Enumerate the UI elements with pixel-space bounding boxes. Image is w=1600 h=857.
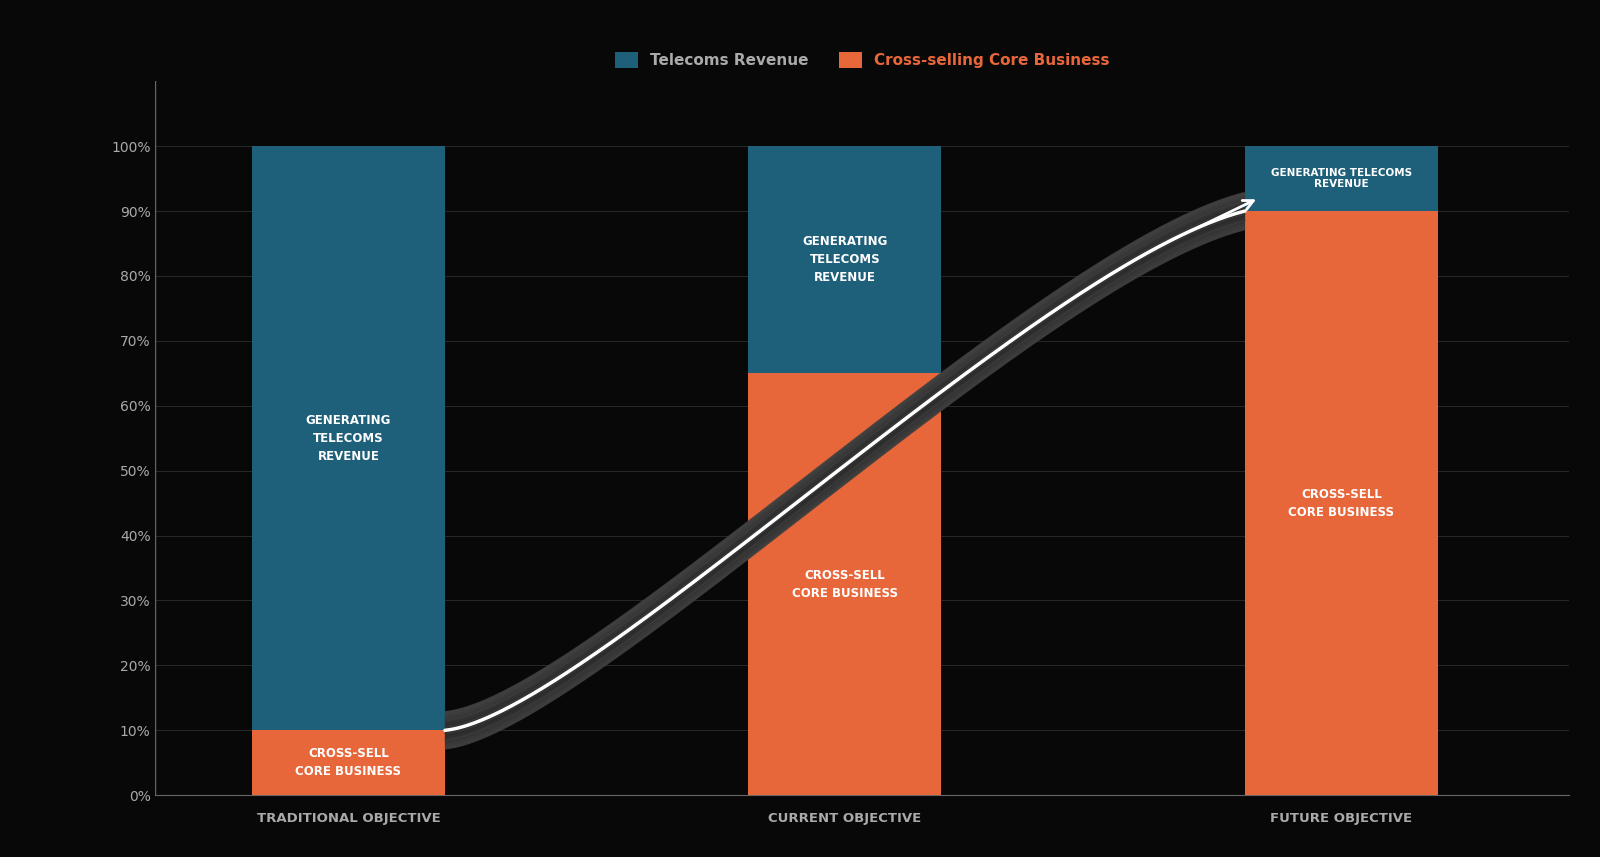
Bar [749,374,941,795]
Text: CROSS-SELL
CORE BUSINESS: CROSS-SELL CORE BUSINESS [792,569,898,600]
Bar [1245,147,1438,211]
Text: CROSS-SELL
CORE BUSINESS: CROSS-SELL CORE BUSINESS [296,747,402,778]
Text: GENERATING
TELECOMS
REVENUE: GENERATING TELECOMS REVENUE [306,414,390,463]
Bar [1245,211,1438,795]
Legend: Telecoms Revenue, Cross-selling Core Business: Telecoms Revenue, Cross-selling Core Bus… [608,46,1115,75]
Bar [749,147,941,374]
Text: GENERATING TELECOMS
REVENUE: GENERATING TELECOMS REVENUE [1270,168,1413,189]
Bar [251,147,445,730]
Text: GENERATING
TELECOMS
REVENUE: GENERATING TELECOMS REVENUE [802,235,888,285]
Text: CROSS-SELL
CORE BUSINESS: CROSS-SELL CORE BUSINESS [1288,488,1395,518]
Bar [251,730,445,795]
